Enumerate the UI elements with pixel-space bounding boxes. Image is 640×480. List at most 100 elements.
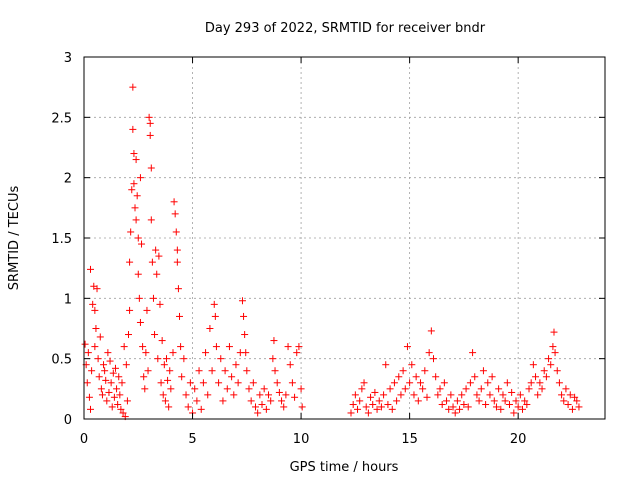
y-tick-label: 1.5 (51, 232, 72, 247)
data-point (475, 397, 483, 405)
y-axis-label: SRMTID / TECUs (7, 186, 22, 291)
data-point (173, 258, 181, 266)
data-point (92, 325, 100, 332)
data-point (503, 379, 511, 387)
data-point (87, 265, 95, 273)
data-point (126, 258, 134, 266)
data-point (141, 385, 149, 393)
y-tick-label: 3 (64, 51, 72, 66)
data-point (131, 204, 139, 212)
data-point (390, 379, 398, 387)
x-tick-label: 15 (401, 432, 418, 447)
data-point (149, 294, 157, 302)
data-point (135, 294, 143, 302)
data-point (102, 376, 110, 384)
data-point (423, 393, 431, 401)
data-point (575, 403, 583, 411)
data-point (432, 373, 440, 381)
data-point (186, 379, 194, 387)
data-point (486, 391, 494, 399)
data-point (105, 388, 113, 396)
data-point (488, 373, 496, 381)
data-point (117, 405, 125, 413)
data-point (206, 325, 214, 332)
data-point (298, 403, 306, 411)
data-point (347, 409, 355, 417)
data-point (81, 340, 89, 348)
data-point (114, 401, 122, 409)
data-point (408, 361, 416, 369)
data-point (282, 391, 290, 399)
data-point (161, 397, 169, 405)
data-point (172, 228, 180, 236)
data-point (386, 385, 394, 393)
data-point (134, 270, 142, 278)
data-point (109, 369, 117, 377)
data-point (295, 343, 303, 351)
axis-ticks: 0 0.5 1 1.5 2 2.5 3 0 5 10 15 20 (51, 51, 605, 447)
data-point (169, 349, 177, 357)
data-point (118, 379, 126, 387)
data-point (160, 361, 168, 369)
data-point (479, 367, 487, 375)
data-point (225, 343, 233, 351)
data-point (95, 373, 103, 381)
data-point (130, 150, 138, 158)
data-point (395, 373, 403, 381)
data-point (146, 131, 154, 139)
data-point (367, 393, 375, 401)
data-point (211, 312, 219, 320)
data-point (534, 391, 542, 399)
data-point (269, 355, 277, 363)
data-point (230, 391, 238, 399)
data-point (540, 367, 548, 375)
data-point (466, 379, 474, 387)
data-point (111, 364, 119, 372)
data-point (232, 361, 240, 369)
data-point (195, 367, 203, 375)
data-point (443, 397, 451, 405)
data-point (525, 385, 533, 393)
data-point (549, 343, 557, 351)
data-point (288, 379, 296, 387)
data-point (134, 234, 142, 242)
data-point (412, 373, 420, 381)
data-point (91, 343, 99, 351)
data-point (132, 216, 140, 224)
data-point (410, 391, 418, 399)
x-tick-label: 10 (293, 432, 310, 447)
data-point (110, 393, 118, 401)
data-point (147, 216, 155, 224)
data-point (156, 300, 164, 308)
data-point (128, 186, 136, 194)
data-point (471, 373, 479, 381)
data-point (133, 192, 141, 200)
data-point (529, 361, 537, 369)
data-point (397, 391, 405, 399)
data-point (484, 379, 492, 387)
data-point (427, 327, 435, 335)
data-point (527, 379, 535, 387)
data-point (104, 349, 112, 357)
data-point (96, 333, 104, 341)
data-point (204, 391, 212, 399)
data-point (221, 367, 229, 375)
data-point (286, 361, 294, 369)
data-point (373, 405, 381, 413)
data-point (270, 337, 278, 345)
data-point (560, 397, 568, 405)
data-point (151, 331, 159, 339)
data-point (275, 388, 283, 396)
grid (84, 57, 605, 419)
data-point (564, 401, 572, 409)
data-point (242, 349, 250, 357)
data-point (351, 391, 359, 399)
data-point (215, 379, 223, 387)
data-point (148, 258, 156, 266)
data-point (440, 379, 448, 387)
data-point (177, 343, 185, 351)
data-point (126, 306, 134, 314)
data-point (167, 385, 175, 393)
data-point (271, 367, 279, 375)
data-point (547, 361, 555, 369)
